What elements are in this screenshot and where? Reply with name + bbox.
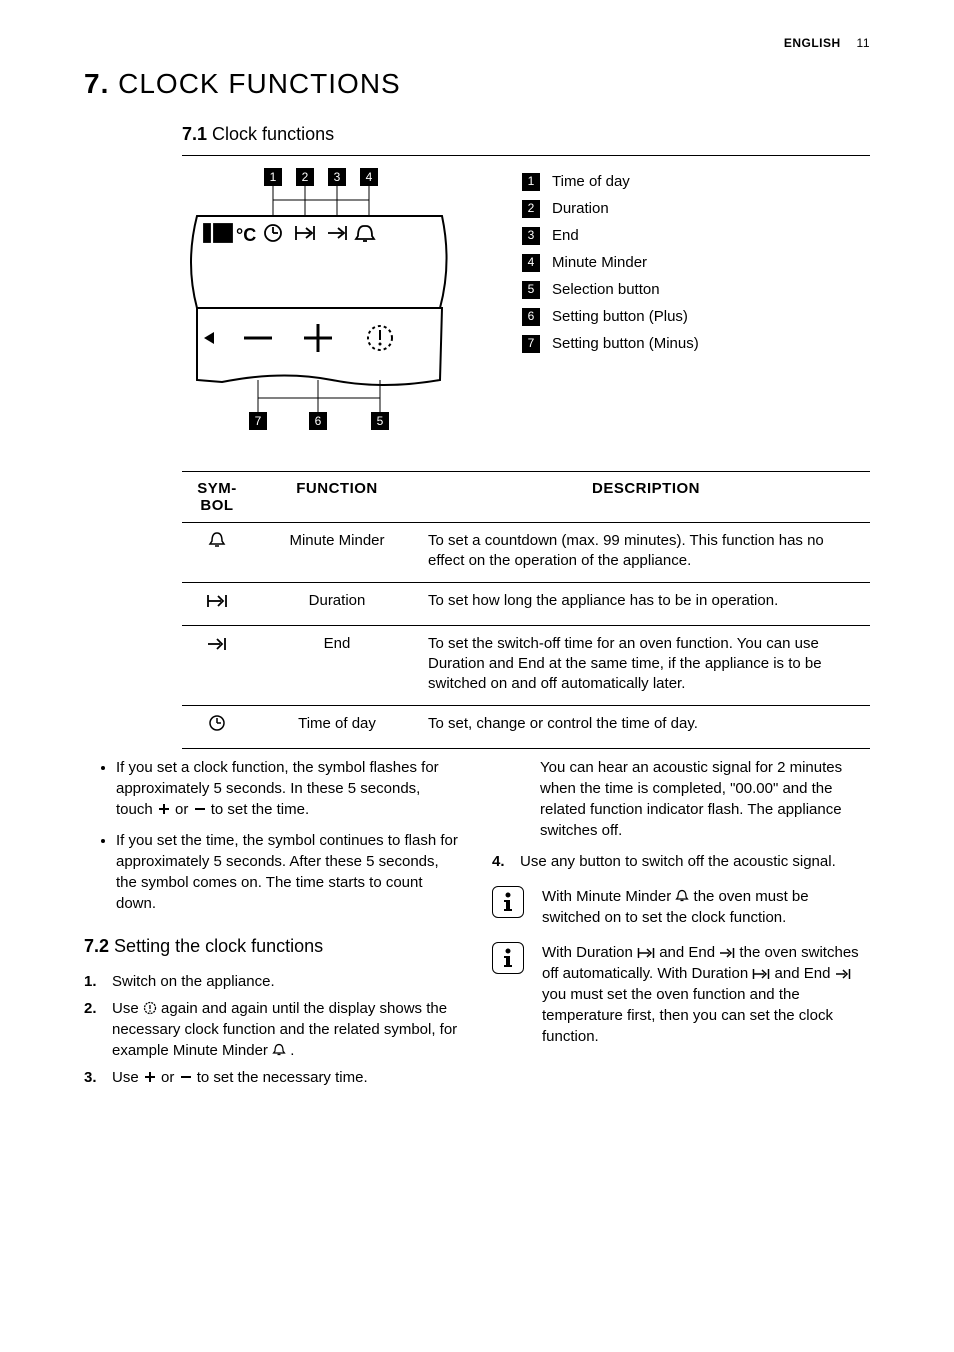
- legend-item: 6Setting button (Plus): [522, 303, 699, 330]
- symbol-clock: [182, 705, 252, 748]
- bullet-1-text: If you set the time, the symbol continue…: [116, 832, 458, 912]
- list-item: 2.Use again and again until the display …: [84, 998, 462, 1061]
- symbol-duration: [182, 582, 252, 625]
- info-box-1: With Minute Minder the oven must be swit…: [492, 886, 870, 928]
- svg-text:2: 2: [302, 170, 309, 184]
- th-symbol: SYM- BOL: [182, 472, 252, 523]
- subsection-7-1: 7.1 Clock functions: [182, 124, 870, 145]
- badge-7: 7: [522, 335, 540, 353]
- legend-item: 7Setting button (Minus): [522, 330, 699, 357]
- badge-4: 4: [522, 254, 540, 272]
- legend-item: 5Selection button: [522, 276, 699, 303]
- list-item: If you set a clock function, the symbol …: [116, 757, 458, 820]
- list-item: If you set the time, the symbol continue…: [116, 830, 458, 914]
- bullet-0-text: If you set a clock function, the symbol …: [116, 759, 439, 818]
- lang-label: ENGLISH: [784, 36, 841, 50]
- info-icon: [492, 942, 524, 974]
- info-box-2: With Duration and End the oven switches …: [492, 942, 870, 1047]
- section-title: 7. CLOCK FUNCTIONS: [84, 68, 870, 100]
- table-row: Time of day To set, change or control th…: [182, 705, 870, 748]
- legend-item: 2Duration: [522, 195, 699, 222]
- steps-list-right: 4.Use any button to switch off the acous…: [492, 851, 870, 872]
- badge-6: 6: [522, 308, 540, 326]
- info-icon: [492, 886, 524, 918]
- steps-list: 1.Switch on the appliance. 2.Use again a…: [84, 971, 462, 1088]
- table-row: End To set the switch-off time for an ov…: [182, 625, 870, 705]
- list-item: 1.Switch on the appliance.: [84, 971, 462, 992]
- badge-3: 3: [522, 227, 540, 245]
- page-number: 11: [857, 36, 870, 50]
- legend-item: 4Minute Minder: [522, 249, 699, 276]
- table-row: Minute Minder To set a countdown (max. 9…: [182, 523, 870, 583]
- legend-item: 1Time of day: [522, 168, 699, 195]
- svg-text:7: 7: [255, 414, 262, 428]
- legend-item: 3End: [522, 222, 699, 249]
- badge-2: 2: [522, 200, 540, 218]
- page-header: ENGLISH 11: [784, 36, 870, 50]
- svg-text:5: 5: [377, 414, 384, 428]
- badge-5: 5: [522, 281, 540, 299]
- divider: [182, 155, 870, 156]
- svg-text:°C: °C: [236, 225, 256, 245]
- symbol-bell: [182, 523, 252, 583]
- svg-text:1: 1: [270, 170, 277, 184]
- step3-continuation: You can hear an acoustic signal for 2 mi…: [492, 757, 870, 841]
- list-item: 3.Use or to set the necessary time.: [84, 1067, 462, 1088]
- badge-1: 1: [522, 173, 540, 191]
- diagram-row: 1 2 3 4 °C: [182, 168, 870, 453]
- notes-list: If you set a clock function, the symbol …: [84, 757, 462, 914]
- symbol-end: [182, 625, 252, 705]
- legend-list: 1Time of day 2Duration 3End 4Minute Mind…: [522, 168, 699, 453]
- svg-text:6: 6: [315, 414, 322, 428]
- functions-table: SYM- BOL FUNCTION DESCRIPTION Minute Min…: [182, 471, 870, 749]
- th-function: FUNCTION: [252, 472, 422, 523]
- subsection-7-2: 7.2 Setting the clock functions: [84, 934, 462, 959]
- th-description: DESCRIPTION: [422, 472, 870, 523]
- svg-text:3: 3: [334, 170, 341, 184]
- table-row: Duration To set how long the appliance h…: [182, 582, 870, 625]
- svg-text:4: 4: [366, 170, 373, 184]
- list-item: 4.Use any button to switch off the acous…: [492, 851, 870, 872]
- clock-panel-diagram: 1 2 3 4 °C: [182, 168, 472, 453]
